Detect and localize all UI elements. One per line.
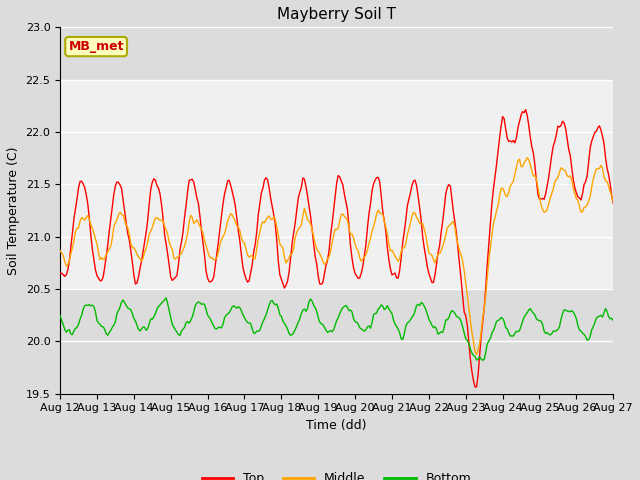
Bar bbox=[60, 80, 613, 289]
Title: Mayberry Soil T: Mayberry Soil T bbox=[277, 7, 396, 22]
Text: MB_met: MB_met bbox=[68, 40, 124, 53]
Legend: Top, Middle, Bottom: Top, Middle, Bottom bbox=[197, 467, 477, 480]
Y-axis label: Soil Temperature (C): Soil Temperature (C) bbox=[7, 146, 20, 275]
X-axis label: Time (dd): Time (dd) bbox=[307, 419, 367, 432]
